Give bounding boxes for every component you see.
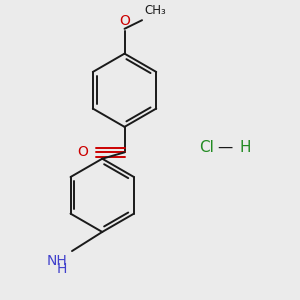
Text: H: H bbox=[239, 140, 251, 155]
Text: O: O bbox=[77, 145, 88, 159]
Text: H: H bbox=[57, 262, 67, 276]
Text: CH₃: CH₃ bbox=[144, 4, 166, 17]
Text: O: O bbox=[119, 14, 130, 28]
Text: —: — bbox=[217, 140, 232, 155]
Text: Cl: Cl bbox=[199, 140, 214, 155]
Text: NH: NH bbox=[46, 254, 67, 268]
